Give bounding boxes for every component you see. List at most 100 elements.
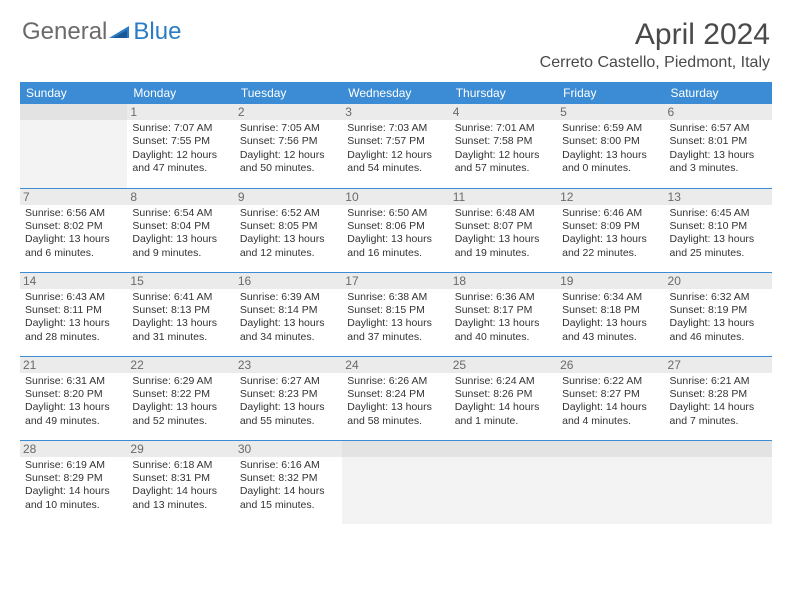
day-number: 7 xyxy=(20,189,127,205)
week-row: 1Sunrise: 7:07 AMSunset: 7:55 PMDaylight… xyxy=(20,104,772,188)
day-number: 4 xyxy=(450,104,557,120)
day-number: 29 xyxy=(127,441,234,457)
empty-day-number xyxy=(557,441,664,457)
day-text: Sunrise: 6:50 AMSunset: 8:06 PMDaylight:… xyxy=(347,207,444,261)
day-number: 21 xyxy=(20,357,127,373)
day-text: Sunrise: 6:21 AMSunset: 8:28 PMDaylight:… xyxy=(670,375,767,429)
empty-day-number xyxy=(20,104,127,120)
day-cell: 26Sunrise: 6:22 AMSunset: 8:27 PMDayligh… xyxy=(557,356,664,440)
day-cell: 6 Sunrise: 6:57 AMSunset: 8:01 PMDaylight… xyxy=(665,104,772,188)
day-number: 9 xyxy=(235,189,342,205)
day-text: Sunrise: 6:29 AMSunset: 8:22 PMDaylight:… xyxy=(132,375,229,429)
day-number: 6 xyxy=(665,104,772,120)
day-header: Wednesday xyxy=(342,82,449,104)
day-number: 12 xyxy=(557,189,664,205)
day-text: Sunrise: 6:48 AMSunset: 8:07 PMDaylight:… xyxy=(455,207,552,261)
logo-blue: Blue xyxy=(133,18,181,46)
day-text: Sunrise: 6:27 AMSunset: 8:23 PMDaylight:… xyxy=(240,375,337,429)
day-number: 11 xyxy=(450,189,557,205)
empty-day-number xyxy=(450,441,557,457)
day-cell: 30 Sunrise: 6:16 AMSunset: 8:32 PMDayligh… xyxy=(235,440,342,524)
week-row: 21 Sunrise: 6:31 AMSunset: 8:20 PMDayligh… xyxy=(20,356,772,440)
day-number: 23 xyxy=(235,357,342,373)
day-cell: 22 Sunrise: 6:29 AMSunset: 8:22 PMDayligh… xyxy=(127,356,234,440)
week-row: 7 Sunrise: 6:56 AMSunset: 8:02 PMDaylight… xyxy=(20,188,772,272)
day-number: 20 xyxy=(665,273,772,289)
day-cell: 7 Sunrise: 6:56 AMSunset: 8:02 PMDaylight… xyxy=(20,188,127,272)
calendar-table: SundayMondayTuesdayWednesdayThursdayFrid… xyxy=(20,82,772,524)
day-text: Sunrise: 6:19 AMSunset: 8:29 PMDaylight:… xyxy=(25,459,122,513)
day-cell: 12 Sunrise: 6:46 AMSunset: 8:09 PMDayligh… xyxy=(557,188,664,272)
day-cell: 21 Sunrise: 6:31 AMSunset: 8:20 PMDayligh… xyxy=(20,356,127,440)
month-title: April 2024 xyxy=(540,18,770,52)
day-header-row: SundayMondayTuesdayWednesdayThursdayFrid… xyxy=(20,82,772,104)
day-text: Sunrise: 6:22 AMSunset: 8:27 PMDaylight:… xyxy=(562,375,659,429)
day-cell: 24 Sunrise: 6:26 AMSunset: 8:24 PMDayligh… xyxy=(342,356,449,440)
day-header: Tuesday xyxy=(235,82,342,104)
day-cell: 4 Sunrise: 7:01 AMSunset: 7:58 PMDaylight… xyxy=(450,104,557,188)
day-number: 22 xyxy=(127,357,234,373)
day-text: Sunrise: 6:57 AMSunset: 8:01 PMDaylight:… xyxy=(670,122,767,176)
logo: General Blue xyxy=(22,18,181,46)
day-cell: 2 Sunrise: 7:05 AMSunset: 7:56 PMDaylight… xyxy=(235,104,342,188)
day-number: 2 xyxy=(235,104,342,120)
day-cell: 19Sunrise: 6:34 AMSunset: 8:18 PMDayligh… xyxy=(557,272,664,356)
day-text: Sunrise: 6:16 AMSunset: 8:32 PMDaylight:… xyxy=(240,459,337,513)
day-number: 25 xyxy=(450,357,557,373)
day-text: Sunrise: 6:46 AMSunset: 8:09 PMDaylight:… xyxy=(562,207,659,261)
day-cell: 23 Sunrise: 6:27 AMSunset: 8:23 PMDayligh… xyxy=(235,356,342,440)
day-cell: 3 Sunrise: 7:03 AMSunset: 7:57 PMDaylight… xyxy=(342,104,449,188)
day-number: 28 xyxy=(20,441,127,457)
day-cell: 1Sunrise: 7:07 AMSunset: 7:55 PMDaylight… xyxy=(127,104,234,188)
day-text: Sunrise: 6:52 AMSunset: 8:05 PMDaylight:… xyxy=(240,207,337,261)
day-text: Sunrise: 6:39 AMSunset: 8:14 PMDaylight:… xyxy=(240,291,337,345)
day-header: Thursday xyxy=(450,82,557,104)
day-cell: 15Sunrise: 6:41 AMSunset: 8:13 PMDayligh… xyxy=(127,272,234,356)
empty-day-number xyxy=(342,441,449,457)
day-text: Sunrise: 6:56 AMSunset: 8:02 PMDaylight:… xyxy=(25,207,122,261)
day-text: Sunrise: 7:03 AMSunset: 7:57 PMDaylight:… xyxy=(347,122,444,176)
day-text: Sunrise: 6:59 AMSunset: 8:00 PMDaylight:… xyxy=(562,122,659,176)
day-header: Friday xyxy=(557,82,664,104)
day-number: 14 xyxy=(20,273,127,289)
day-number: 30 xyxy=(235,441,342,457)
day-text: Sunrise: 6:43 AMSunset: 8:11 PMDaylight:… xyxy=(25,291,122,345)
day-number: 24 xyxy=(342,357,449,373)
logo-general: General xyxy=(22,18,107,46)
day-header: Sunday xyxy=(20,82,127,104)
day-text: Sunrise: 6:36 AMSunset: 8:17 PMDaylight:… xyxy=(455,291,552,345)
day-cell: 17Sunrise: 6:38 AMSunset: 8:15 PMDayligh… xyxy=(342,272,449,356)
empty-day-number xyxy=(665,441,772,457)
empty-cell xyxy=(20,104,127,188)
day-cell: 20Sunrise: 6:32 AMSunset: 8:19 PMDayligh… xyxy=(665,272,772,356)
day-text: Sunrise: 6:26 AMSunset: 8:24 PMDaylight:… xyxy=(347,375,444,429)
day-header: Saturday xyxy=(665,82,772,104)
day-text: Sunrise: 6:18 AMSunset: 8:31 PMDaylight:… xyxy=(132,459,229,513)
day-text: Sunrise: 6:38 AMSunset: 8:15 PMDaylight:… xyxy=(347,291,444,345)
day-cell: 25 Sunrise: 6:24 AMSunset: 8:26 PMDayligh… xyxy=(450,356,557,440)
empty-cell xyxy=(450,440,557,524)
day-number: 13 xyxy=(665,189,772,205)
day-number: 5 xyxy=(557,104,664,120)
day-text: Sunrise: 6:41 AMSunset: 8:13 PMDaylight:… xyxy=(132,291,229,345)
day-cell: 29 Sunrise: 6:18 AMSunset: 8:31 PMDayligh… xyxy=(127,440,234,524)
day-text: Sunrise: 6:31 AMSunset: 8:20 PMDaylight:… xyxy=(25,375,122,429)
day-text: Sunrise: 7:01 AMSunset: 7:58 PMDaylight:… xyxy=(455,122,552,176)
day-cell: 5 Sunrise: 6:59 AMSunset: 8:00 PMDaylight… xyxy=(557,104,664,188)
day-number: 18 xyxy=(450,273,557,289)
day-cell: 8Sunrise: 6:54 AMSunset: 8:04 PMDaylight… xyxy=(127,188,234,272)
day-cell: 9 Sunrise: 6:52 AMSunset: 8:05 PMDaylight… xyxy=(235,188,342,272)
day-number: 3 xyxy=(342,104,449,120)
day-cell: 16 Sunrise: 6:39 AMSunset: 8:14 PMDayligh… xyxy=(235,272,342,356)
day-number: 19 xyxy=(557,273,664,289)
day-header: Monday xyxy=(127,82,234,104)
day-cell: 27Sunrise: 6:21 AMSunset: 8:28 PMDayligh… xyxy=(665,356,772,440)
day-number: 16 xyxy=(235,273,342,289)
day-text: Sunrise: 6:24 AMSunset: 8:26 PMDaylight:… xyxy=(455,375,552,429)
day-cell: 11 Sunrise: 6:48 AMSunset: 8:07 PMDayligh… xyxy=(450,188,557,272)
empty-cell xyxy=(342,440,449,524)
logo-triangle-icon xyxy=(109,24,131,40)
location-subtitle: Cerreto Castello, Piedmont, Italy xyxy=(540,54,770,72)
day-text: Sunrise: 7:05 AMSunset: 7:56 PMDaylight:… xyxy=(240,122,337,176)
day-text: Sunrise: 6:45 AMSunset: 8:10 PMDaylight:… xyxy=(670,207,767,261)
